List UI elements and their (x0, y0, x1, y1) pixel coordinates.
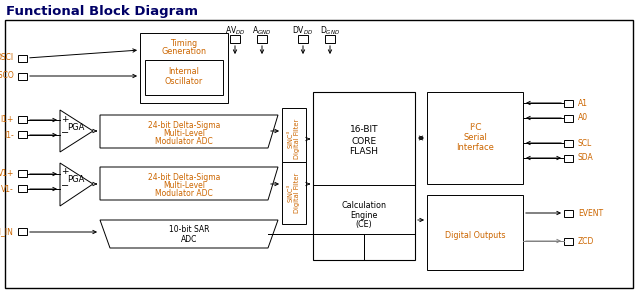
Text: 电子发烧友: 电子发烧友 (479, 269, 500, 275)
Bar (18, 228, 27, 235)
Text: OSCO: OSCO (0, 72, 14, 81)
Text: +: + (61, 166, 68, 176)
Text: A$_{GND}$: A$_{GND}$ (252, 25, 271, 37)
Text: (CE): (CE) (356, 221, 372, 229)
Bar (18, 131, 27, 138)
Text: I1+: I1+ (1, 115, 14, 125)
Polygon shape (100, 115, 278, 148)
Text: FLASH: FLASH (349, 147, 378, 157)
Text: Digital Outputs: Digital Outputs (445, 231, 505, 239)
Text: V1-: V1- (1, 184, 14, 194)
Bar (564, 115, 573, 122)
Text: −: − (61, 181, 69, 191)
Text: Generation: Generation (161, 47, 207, 57)
Bar (325, 35, 335, 43)
Text: Functional Block Diagram: Functional Block Diagram (6, 4, 198, 17)
Bar (564, 155, 573, 162)
Bar (18, 55, 27, 62)
Text: www.elecfans.com: www.elecfans.com (464, 278, 516, 282)
Text: EVENT: EVENT (578, 208, 603, 218)
Text: I²C: I²C (468, 123, 481, 131)
Bar (427, 92, 523, 184)
Text: AV$_{DD}$: AV$_{DD}$ (225, 25, 245, 37)
Polygon shape (100, 220, 278, 248)
Bar (18, 170, 27, 177)
Text: Multi-Level: Multi-Level (163, 181, 205, 191)
Text: Modulator ADC: Modulator ADC (155, 189, 213, 199)
Text: Timing: Timing (170, 39, 198, 49)
Bar (257, 35, 267, 43)
Text: A0: A0 (578, 113, 588, 123)
Text: 24-bit Delta-Sigma: 24-bit Delta-Sigma (148, 120, 220, 130)
Text: ADC: ADC (181, 234, 197, 244)
Text: Modulator ADC: Modulator ADC (155, 136, 213, 146)
Bar (230, 35, 240, 43)
Bar (564, 140, 573, 147)
Polygon shape (100, 167, 278, 200)
Text: ZCD: ZCD (578, 237, 595, 245)
Bar (145, 60, 223, 95)
Text: OSCI: OSCI (0, 54, 14, 62)
Polygon shape (60, 110, 93, 152)
Text: Serial: Serial (463, 133, 487, 141)
Text: I1-: I1- (4, 131, 14, 139)
Text: −: − (61, 128, 69, 138)
Text: CORE: CORE (351, 136, 376, 146)
Text: Interface: Interface (456, 142, 494, 152)
Bar (282, 162, 306, 224)
Text: Oscillator: Oscillator (165, 78, 203, 86)
Bar (564, 100, 573, 107)
Text: Multi-Level: Multi-Level (163, 128, 205, 138)
Text: SCL: SCL (578, 139, 592, 147)
Bar (564, 210, 573, 217)
Bar (427, 195, 523, 270)
Text: Internal: Internal (168, 67, 200, 76)
Bar (18, 73, 27, 80)
Text: V1+: V1+ (0, 170, 14, 178)
Text: SINC³
Digital Filter: SINC³ Digital Filter (287, 173, 301, 213)
Bar (18, 116, 27, 123)
Bar (140, 33, 228, 103)
Text: +: + (61, 115, 68, 123)
Text: 10-bit SAR: 10-bit SAR (169, 226, 209, 234)
Polygon shape (60, 163, 93, 206)
Text: DV$_{DD}$: DV$_{DD}$ (292, 25, 314, 37)
Bar (18, 185, 27, 192)
Text: 16-BIT: 16-BIT (349, 126, 378, 134)
Text: AN_IN: AN_IN (0, 228, 14, 237)
Text: 24-bit Delta-Sigma: 24-bit Delta-Sigma (148, 173, 220, 183)
Bar (313, 92, 415, 260)
Text: SDA: SDA (578, 154, 594, 163)
Text: Engine: Engine (350, 210, 378, 220)
Text: A1: A1 (578, 99, 588, 107)
Text: PGA: PGA (67, 176, 84, 184)
Text: Calculation: Calculation (342, 200, 387, 210)
Text: PGA: PGA (67, 123, 84, 131)
Bar (564, 238, 573, 245)
Bar (298, 35, 308, 43)
Text: D$_{GND}$: D$_{GND}$ (320, 25, 340, 37)
Text: SINC³
Digital Filter: SINC³ Digital Filter (287, 119, 301, 159)
Bar (282, 108, 306, 170)
